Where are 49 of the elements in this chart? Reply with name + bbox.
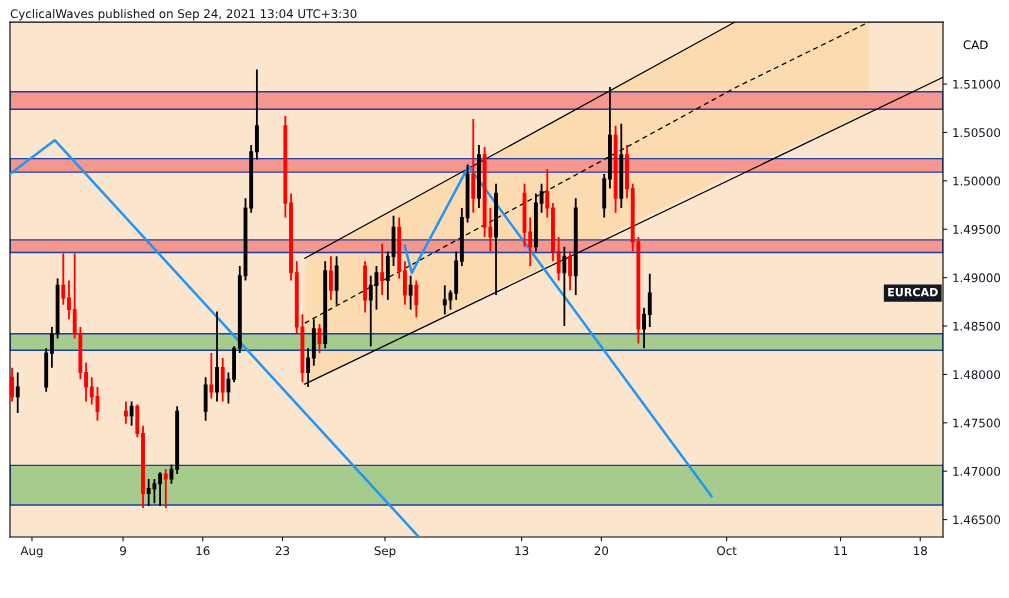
y-tick-label: 1.50500	[953, 128, 1001, 138]
candlestick	[642, 306, 646, 350]
x-tick-label: 16	[196, 546, 210, 556]
candlestick	[10, 366, 14, 403]
y-tick-label: 1.49000	[953, 273, 1001, 283]
annotation: EURCAD	[888, 287, 938, 297]
candlestick	[129, 400, 134, 427]
x-tick-label: 13	[515, 546, 529, 556]
candlestick	[568, 250, 572, 292]
candlestick	[169, 463, 174, 485]
candlestick	[408, 274, 413, 311]
line-series	[403, 165, 713, 498]
candlestick	[15, 371, 20, 415]
candlestick	[380, 242, 385, 296]
candlestick	[647, 272, 652, 328]
candlestick	[123, 400, 128, 425]
x-tick-label: 18	[914, 546, 927, 556]
x-tick-label: 11	[834, 546, 847, 555]
x-tick-label: Oct	[717, 546, 737, 556]
y-tick-label: 1.47000	[953, 466, 1001, 476]
y-tick-label: 1.50000	[953, 176, 1001, 186]
candlestick	[209, 352, 214, 400]
candlestick	[414, 279, 419, 319]
candlestick	[556, 236, 561, 282]
candlestick	[84, 361, 88, 403]
y-tick-label: 1.48500	[953, 321, 1001, 331]
chart-title: CyclicalWaves published on Sep 24, 2021 13:04 UTC+3:30	[10, 8, 357, 21]
x-tick-label: Aug	[20, 546, 43, 558]
y-axis-title: CAD	[963, 40, 988, 50]
candlestick	[539, 182, 544, 214]
candlestick	[163, 468, 168, 509]
y-tick-label: 1.47500	[953, 418, 1001, 428]
x-tick-label: 20	[594, 546, 609, 556]
candlestick	[226, 371, 231, 405]
y-tick-label: 1.51000	[953, 79, 1001, 89]
y-tick-label: 1.49500	[953, 224, 1001, 234]
y-tick-label: 1.46500	[953, 515, 1001, 525]
candlestick	[545, 168, 550, 219]
candlestick	[317, 323, 322, 355]
candlestick	[61, 252, 66, 306]
x-tick-label: Sep	[374, 546, 396, 558]
candlestick	[562, 245, 567, 327]
x-tick-label: 9	[120, 546, 126, 556]
x-tick-label: 23	[275, 546, 290, 556]
candlestick	[158, 471, 163, 507]
candlestick	[67, 279, 71, 321]
y-tick-label: 1.48000	[953, 370, 1001, 380]
candlestick	[328, 255, 333, 301]
candlestick	[49, 326, 54, 369]
